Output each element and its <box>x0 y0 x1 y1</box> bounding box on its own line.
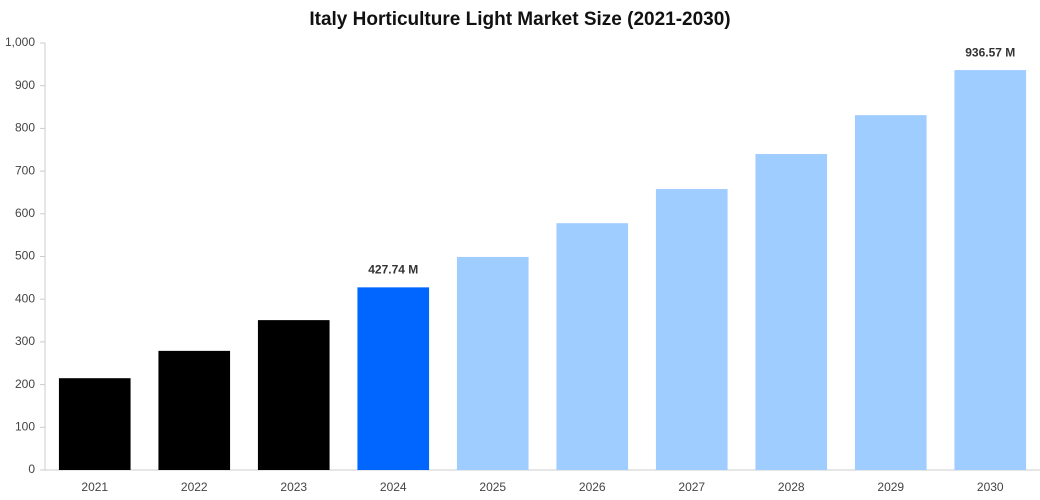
y-tick-label: 400 <box>15 291 35 305</box>
y-tick-label: 700 <box>15 163 35 177</box>
y-tick-label: 600 <box>15 206 35 220</box>
value-label: 427.74 M <box>368 263 418 277</box>
x-tick-label: 2026 <box>579 480 606 494</box>
x-tick-label: 2024 <box>380 480 407 494</box>
bar <box>357 287 430 470</box>
x-tick-label: 2030 <box>977 480 1004 494</box>
bar <box>854 115 927 471</box>
x-tick-label: 2025 <box>479 480 506 494</box>
x-tick-label: 2029 <box>877 480 904 494</box>
x-tick-label: 2027 <box>678 480 705 494</box>
chart-title: Italy Horticulture Light Market Size (20… <box>309 9 730 30</box>
y-tick-label: 0 <box>28 462 35 476</box>
bar <box>655 189 728 470</box>
x-tick-label: 2023 <box>280 480 307 494</box>
y-tick-label: 200 <box>15 377 35 391</box>
bar <box>954 70 1027 471</box>
x-tick-label: 2022 <box>181 480 208 494</box>
bar <box>755 154 828 470</box>
y-tick-label: 100 <box>15 419 35 433</box>
bar <box>456 256 529 470</box>
bar <box>257 320 330 470</box>
bar <box>58 378 131 470</box>
y-tick-label: 300 <box>15 334 35 348</box>
x-tick-label: 2028 <box>778 480 805 494</box>
bar <box>158 350 231 470</box>
y-tick-label: 900 <box>15 78 35 92</box>
y-tick-label: 500 <box>15 249 35 263</box>
value-label: 936.57 M <box>965 45 1015 59</box>
bar <box>556 223 629 470</box>
x-tick-label: 2021 <box>81 480 108 494</box>
y-tick-label: 800 <box>15 121 35 135</box>
y-tick-label: 1,000 <box>5 35 35 49</box>
